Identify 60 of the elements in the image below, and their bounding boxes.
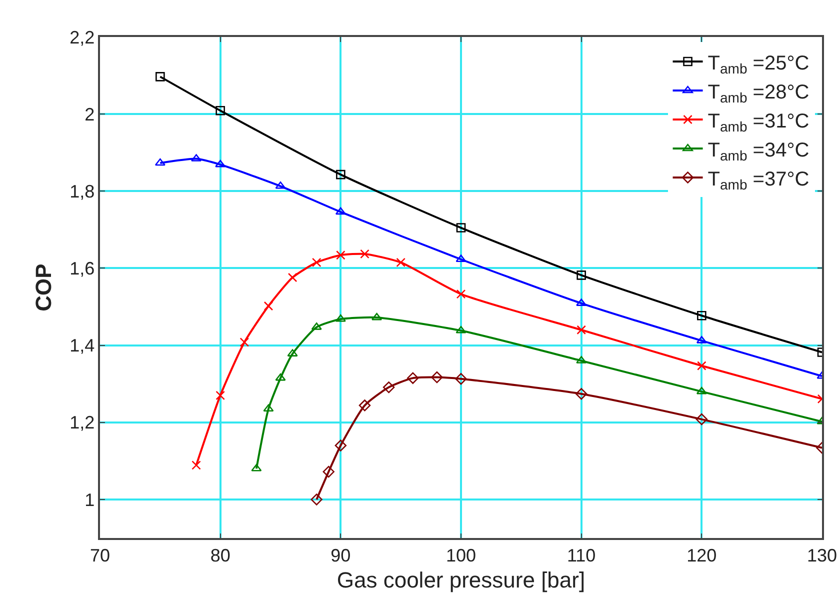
legend-label: T$_{amb}$ =28°C — [708, 81, 810, 106]
x-tick-label: 80 — [210, 545, 230, 566]
point — [216, 106, 225, 116]
x-tick-label: 90 — [330, 545, 351, 566]
point — [576, 325, 586, 335]
point — [697, 361, 706, 370]
x-tick-label: 70 — [90, 545, 110, 566]
point — [334, 440, 347, 452]
point — [431, 371, 443, 384]
point — [264, 301, 274, 311]
legend-label: T$_{amb}$ =31°C — [708, 110, 810, 135]
point — [215, 160, 226, 168]
legend-label: T$_{amb}$ =37°C — [708, 168, 810, 193]
point — [358, 400, 371, 412]
x-tick-label: 110 — [566, 545, 596, 566]
y-tick-label: 1,8 — [70, 181, 95, 202]
y-tick-label: 1,2 — [70, 412, 95, 433]
point — [697, 310, 706, 320]
point — [396, 258, 406, 268]
point — [336, 250, 346, 260]
point — [455, 372, 467, 385]
point — [456, 254, 466, 262]
point — [288, 272, 298, 282]
point — [456, 223, 466, 232]
point — [360, 249, 370, 259]
y-tick-label: 1,6 — [70, 258, 95, 279]
point — [335, 207, 346, 215]
x-tick-label: 100 — [446, 545, 476, 566]
y-axis-title: COP — [30, 264, 56, 312]
point — [275, 373, 286, 381]
point — [156, 72, 165, 82]
point — [154, 158, 166, 166]
point — [456, 289, 466, 299]
legend-label: T$_{amb}$ =34°C — [708, 139, 810, 164]
point — [576, 270, 586, 280]
legend-label: T$_{amb}$ =25°C — [708, 52, 810, 77]
point — [192, 460, 201, 470]
point — [322, 466, 334, 478]
point — [382, 381, 395, 394]
point — [310, 494, 322, 506]
y-tick-label: 2,2 — [70, 27, 95, 48]
point — [407, 372, 419, 384]
x-tick-label: 130 — [806, 545, 838, 566]
point — [575, 388, 588, 400]
point — [312, 258, 322, 268]
y-tick-label: 1,4 — [70, 336, 95, 356]
x-axis-title: Gas cooler pressure [bar] — [336, 568, 586, 593]
point — [263, 404, 274, 412]
point — [336, 170, 346, 180]
point — [372, 312, 382, 320]
point — [696, 386, 707, 394]
point — [216, 390, 225, 400]
point — [696, 413, 708, 426]
point — [240, 338, 250, 347]
y-tick-label: 1 — [84, 490, 95, 510]
point — [335, 314, 346, 322]
point — [275, 181, 286, 189]
y-tick-label: 2 — [84, 104, 95, 124]
point — [251, 464, 262, 472]
x-tick-label: 120 — [686, 545, 717, 566]
